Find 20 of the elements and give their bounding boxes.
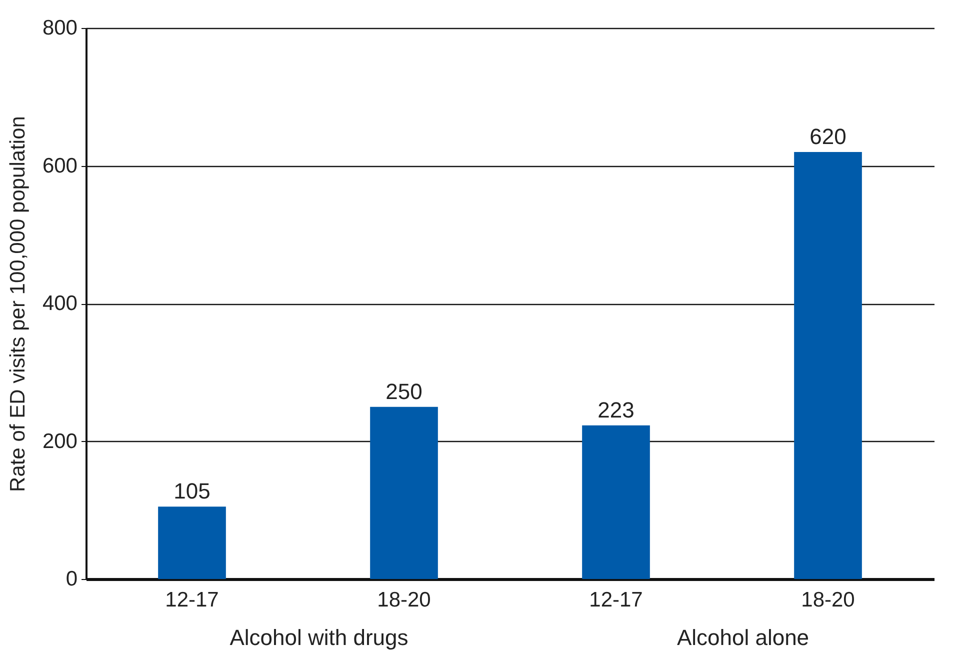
data-label: 223 <box>598 397 634 422</box>
text: Alcohol alone <box>676 624 810 652</box>
y-axis-title: Rate of ED visits per 100,000 population <box>6 116 30 492</box>
y-tick-label: 200 <box>42 430 78 453</box>
x-tick-label: 12-17 <box>165 588 219 612</box>
bar <box>582 425 650 579</box>
data-label: 250 <box>386 378 422 404</box>
y-tick-label: 600 <box>42 154 78 178</box>
bar <box>794 152 862 579</box>
bar <box>158 506 226 579</box>
y-tick-label: 800 <box>42 16 78 40</box>
bar <box>370 406 438 579</box>
x-tick-label: 12-17 <box>589 588 643 612</box>
data-label: 105 <box>174 478 210 504</box>
y-tick-label: 400 <box>42 292 78 315</box>
y-tick-label: 0 <box>66 568 78 590</box>
data-label: 620 <box>810 124 846 149</box>
x-tick-label: 18-20 <box>801 588 855 612</box>
text: Alcohol with drugs <box>228 624 410 652</box>
x-tick-label: 18-20 <box>377 588 431 612</box>
